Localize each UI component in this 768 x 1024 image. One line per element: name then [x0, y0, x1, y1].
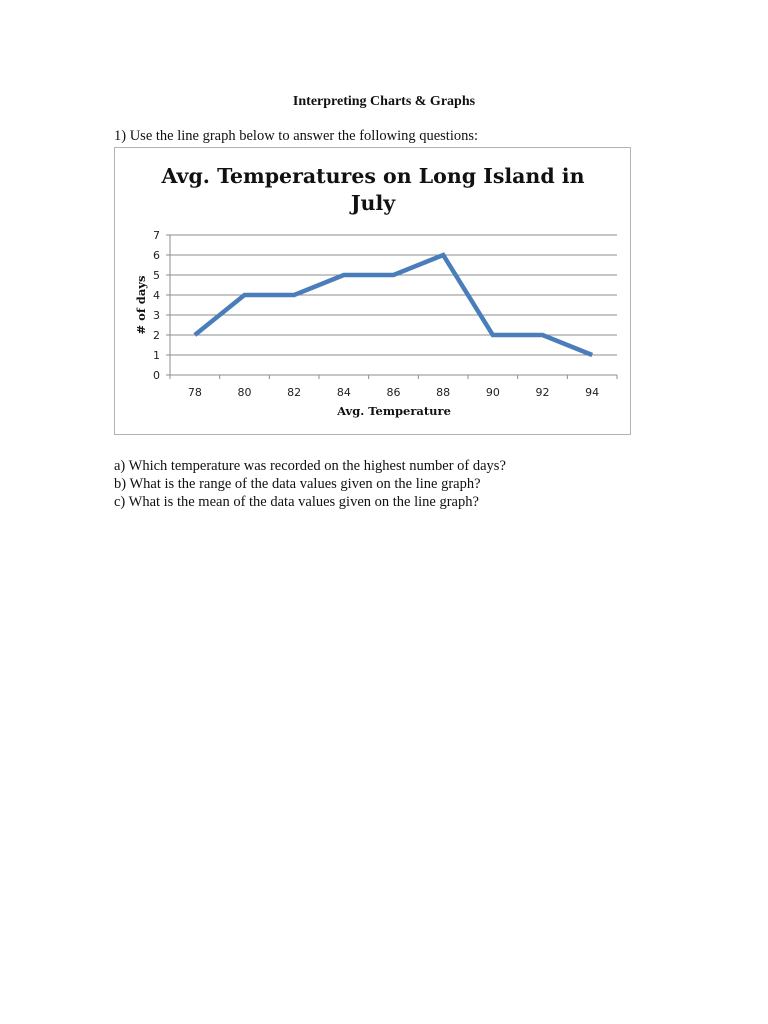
x-tick-label: 80	[238, 386, 252, 399]
data-line	[193, 252, 594, 358]
question-b: b) What is the range of the data values …	[114, 476, 481, 492]
chart-title-line-1: Avg. Temperatures on Long Island in	[160, 164, 584, 188]
question-a: a) Which temperature was recorded on the…	[114, 458, 506, 474]
x-tick-label: 84	[337, 386, 351, 399]
x-axis-label: Avg. Temperature	[336, 404, 451, 418]
x-tick-label: 92	[536, 386, 550, 399]
y-tick-label: 1	[153, 349, 160, 362]
x-tick-label: 90	[486, 386, 500, 399]
chart-frame: Avg. Temperatures on Long Island in July…	[114, 147, 631, 435]
question-c: c) What is the mean of the data values g…	[114, 494, 479, 510]
y-tick-label: 4	[153, 289, 160, 302]
y-tick-label: 2	[153, 329, 160, 342]
y-tick-label: 3	[153, 309, 160, 322]
y-tick-label: 7	[153, 229, 160, 242]
y-tick-label: 0	[153, 369, 160, 382]
y-tick-label: 6	[153, 249, 160, 262]
x-tick-label: 88	[436, 386, 450, 399]
x-tick-label: 82	[287, 386, 301, 399]
x-axis-ticks: 78 80 82 84 86 88 90 92 94	[169, 375, 618, 399]
y-axis-label: # of days	[134, 276, 148, 335]
y-tick-label: 5	[153, 269, 160, 282]
line-chart: Avg. Temperatures on Long Island in July…	[134, 164, 618, 418]
question-list: a) Which temperature was recorded on the…	[114, 457, 506, 511]
chart-title-line-2: July	[349, 191, 396, 215]
y-axis-ticks: 0 1 2 3 4 5 6 7	[153, 229, 170, 382]
x-tick-label: 94	[585, 386, 599, 399]
question-intro: 1) Use the line graph below to answer th…	[114, 128, 479, 144]
document-title: Interpreting Charts & Graphs	[292, 94, 476, 109]
x-tick-label: 78	[188, 386, 202, 399]
x-tick-label: 86	[387, 386, 401, 399]
